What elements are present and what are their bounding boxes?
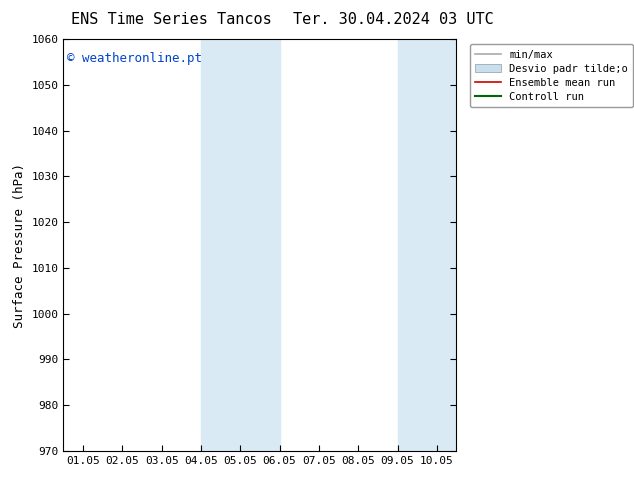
Legend: min/max, Desvio padr tilde;o, Ensemble mean run, Controll run: min/max, Desvio padr tilde;o, Ensemble m… <box>470 45 633 107</box>
Text: Ter. 30.04.2024 03 UTC: Ter. 30.04.2024 03 UTC <box>293 12 493 27</box>
Bar <box>398 39 456 451</box>
Text: © weatheronline.pt: © weatheronline.pt <box>67 51 202 65</box>
Y-axis label: Surface Pressure (hPa): Surface Pressure (hPa) <box>13 163 26 327</box>
Bar <box>201 39 280 451</box>
Text: ENS Time Series Tancos: ENS Time Series Tancos <box>71 12 271 27</box>
